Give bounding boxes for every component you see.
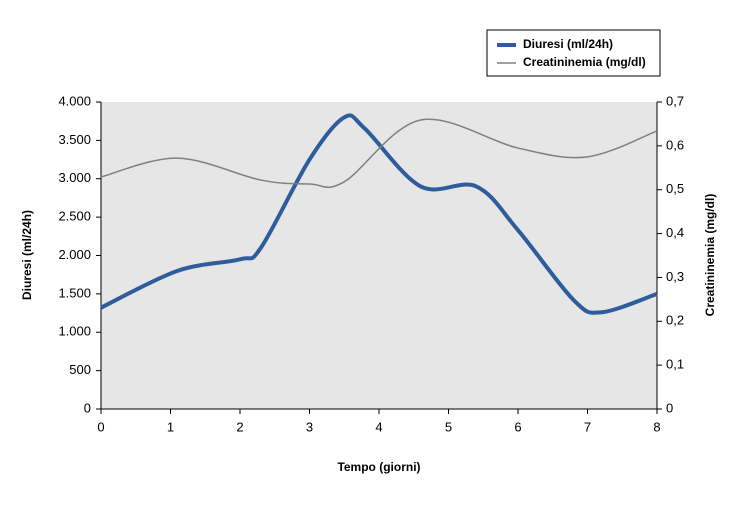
y-tick-label: 3.500 (58, 132, 91, 147)
series-line (100, 113, 658, 315)
legend-label: Diuresi (ml/24h) (523, 37, 613, 51)
y-tick-label: 0 (84, 400, 91, 415)
y2-tick-label: 0,3 (666, 269, 684, 284)
y2-axis-title: Creatininemia (mg/dl) (703, 194, 717, 317)
x-tick-label: 2 (236, 419, 243, 434)
y-tick-label: 500 (69, 362, 91, 377)
y2-tick-label: 0,7 (666, 93, 684, 108)
y-tick-label: 2.500 (58, 209, 91, 224)
y-tick-label: 2.000 (58, 247, 91, 262)
x-tick-label: 3 (306, 419, 313, 434)
y2-tick-label: 0,2 (666, 313, 684, 328)
x-tick-label: 4 (375, 419, 382, 434)
plot-area (101, 102, 657, 409)
legend-label: Creatininemia (mg/dl) (523, 55, 646, 69)
y-tick-label: 1.500 (58, 285, 91, 300)
y-tick-label: 3.000 (58, 170, 91, 185)
x-tick-label: 5 (445, 419, 452, 434)
y-axis-title: Diuresi (ml/24h) (20, 210, 34, 300)
y2-tick-label: 0,5 (666, 181, 684, 196)
y-tick-label: 4.000 (58, 93, 91, 108)
series-line (100, 118, 658, 189)
x-tick-label: 8 (653, 419, 660, 434)
x-tick-label: 0 (97, 419, 104, 434)
y2-tick-label: 0,4 (666, 225, 684, 240)
legend (486, 29, 661, 77)
x-tick-label: 1 (167, 419, 174, 434)
y2-tick-label: 0,1 (666, 357, 684, 372)
x-axis-title: Tempo (giorni) (337, 460, 420, 474)
x-tick-label: 7 (584, 419, 591, 434)
y-tick-label: 1.000 (58, 324, 91, 339)
x-tick-label: 6 (514, 419, 521, 434)
y2-tick-label: 0,6 (666, 137, 684, 152)
y2-tick-label: 0 (666, 400, 673, 415)
